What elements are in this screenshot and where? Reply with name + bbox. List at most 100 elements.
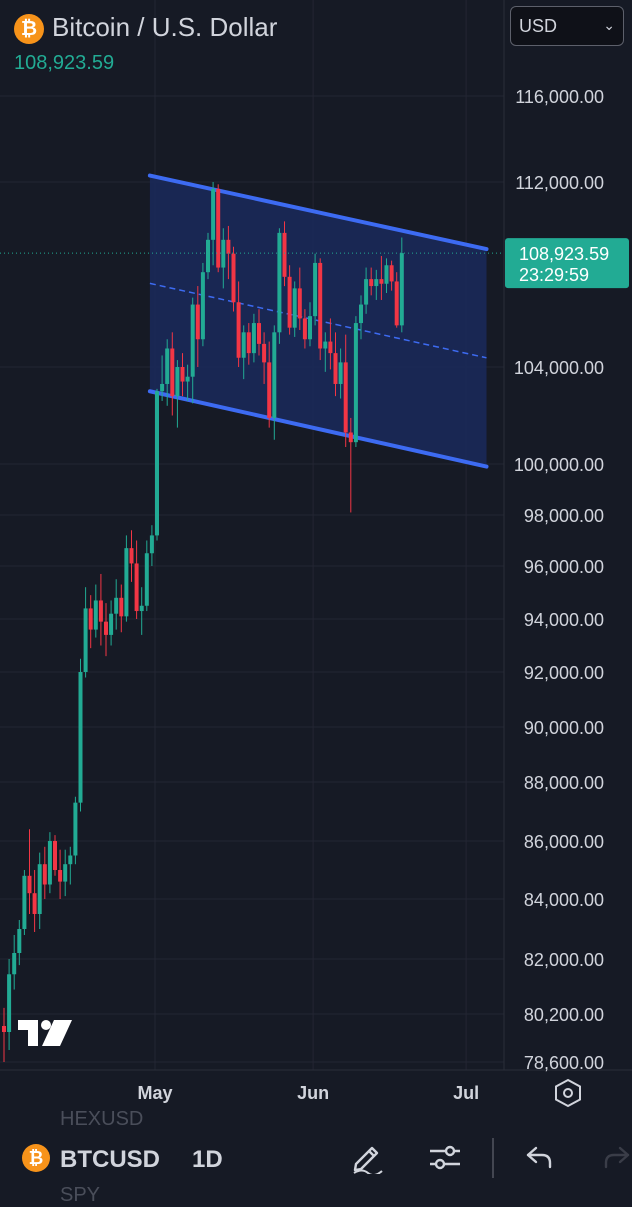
candle-body	[190, 304, 195, 377]
price-tag-box	[505, 238, 629, 289]
price-tag-price: 108,923.59	[519, 244, 609, 264]
candle-body	[68, 855, 73, 865]
sliders-icon[interactable]	[428, 1140, 462, 1174]
tradingview-logo	[18, 1020, 72, 1046]
candle-body	[47, 841, 52, 885]
candle-body	[149, 535, 154, 554]
candle-body	[73, 802, 78, 856]
candle-body	[374, 279, 379, 287]
candle-body	[313, 262, 318, 317]
candle-body	[185, 376, 190, 382]
candle-body	[246, 332, 251, 354]
candle-body	[399, 253, 404, 326]
candle-body	[389, 265, 394, 282]
candle-body	[267, 362, 272, 418]
candle-body	[277, 232, 282, 333]
channel-upper-line	[147, 173, 489, 252]
candle-body	[359, 304, 363, 324]
candle-body	[328, 341, 333, 354]
candle-body	[323, 341, 328, 349]
y-tick-label: 92,000.00	[524, 663, 604, 683]
symbol-button[interactable]: BTCUSD	[60, 1146, 160, 1173]
candle-body	[83, 608, 88, 672]
last-price: 108,923.59	[14, 52, 115, 74]
candle-body	[241, 332, 246, 358]
candle-body	[2, 1026, 6, 1032]
y-tick-label: 104,000.00	[514, 358, 604, 378]
candle-body	[144, 553, 149, 606]
candle-body	[318, 262, 323, 349]
candle-body	[17, 929, 22, 953]
chevron-down-icon: ⌄	[603, 17, 615, 33]
candle-body	[37, 864, 42, 914]
candle-body	[282, 232, 287, 277]
x-tick-label: Jul	[453, 1083, 479, 1103]
candle-body	[180, 367, 185, 382]
price-chart[interactable]: 116,000.00 112,000.00 104,000.00 100,000.00…	[0, 0, 632, 1110]
candle-body	[114, 597, 119, 614]
candle-body	[231, 253, 236, 303]
candle-body	[348, 432, 353, 443]
currency-select[interactable]: USD ⌄	[510, 6, 624, 46]
candle-body	[338, 362, 343, 384]
candle-body	[165, 348, 170, 384]
candle-body	[364, 279, 369, 305]
toolbar-divider	[492, 1138, 494, 1178]
redo-icon[interactable]	[604, 1140, 632, 1174]
candle-body	[308, 316, 312, 340]
bottom-toolbar: HEXUSD SPY ₿ BTCUSD 1D	[0, 1108, 632, 1206]
candle-body	[160, 383, 165, 392]
candle-body	[379, 279, 384, 284]
candle-body	[333, 353, 338, 384]
y-tick-label: 80,200.00	[524, 1005, 604, 1025]
candle-body	[394, 281, 399, 326]
symbol-title[interactable]: Bitcoin / U.S. Dollar	[52, 12, 278, 42]
candle-body	[22, 875, 27, 929]
y-tick-label: 96,000.00	[524, 557, 604, 577]
price-axis: 116,000.00 112,000.00 104,000.00 100,000.00…	[514, 87, 604, 1073]
candle-body	[109, 613, 114, 635]
y-tick-label: 90,000.00	[524, 718, 604, 738]
candle-body	[221, 239, 226, 268]
y-tick-label: 100,000.00	[514, 455, 604, 475]
settings-hexagon-icon[interactable]	[554, 1078, 582, 1108]
interval-button[interactable]: 1D	[192, 1146, 223, 1173]
candle-body	[129, 548, 134, 564]
candle-body	[53, 841, 57, 870]
candle-body	[155, 391, 159, 536]
candle-body	[7, 974, 12, 1032]
candle-body	[262, 343, 267, 363]
candle-body	[93, 600, 98, 630]
price-tag-countdown: 23:29:59	[519, 265, 589, 285]
pencil-icon[interactable]	[350, 1140, 384, 1174]
y-tick-label: 98,000.00	[524, 506, 604, 526]
candle-body	[302, 318, 307, 340]
candle-body	[211, 188, 216, 240]
bitcoin-icon: ₿	[22, 1144, 50, 1172]
candle-body	[42, 864, 47, 885]
candle-body	[369, 279, 374, 287]
candle-body	[343, 362, 348, 433]
y-tick-label: 84,000.00	[524, 890, 604, 910]
candle-body	[206, 239, 210, 273]
y-tick-label: 86,000.00	[524, 832, 604, 852]
x-tick-label: Jun	[297, 1083, 329, 1103]
candle-body	[119, 597, 124, 617]
candle-body	[32, 893, 37, 914]
candle-body	[78, 672, 83, 803]
y-tick-label: 82,000.00	[524, 950, 604, 970]
candle-body	[195, 304, 200, 340]
candle-body	[104, 621, 108, 635]
candle-body	[170, 348, 175, 397]
candle-body	[88, 608, 93, 630]
y-tick-label: 88,000.00	[524, 773, 604, 793]
candle-body	[139, 605, 144, 612]
y-tick-label: 94,000.00	[524, 610, 604, 630]
candle-body	[236, 302, 241, 358]
undo-icon[interactable]	[524, 1140, 554, 1174]
ghost-symbol-above: HEXUSD	[60, 1108, 144, 1130]
candle-body	[272, 332, 277, 418]
y-tick-label: 116,000.00	[515, 87, 604, 107]
chart-grid	[0, 0, 632, 1071]
